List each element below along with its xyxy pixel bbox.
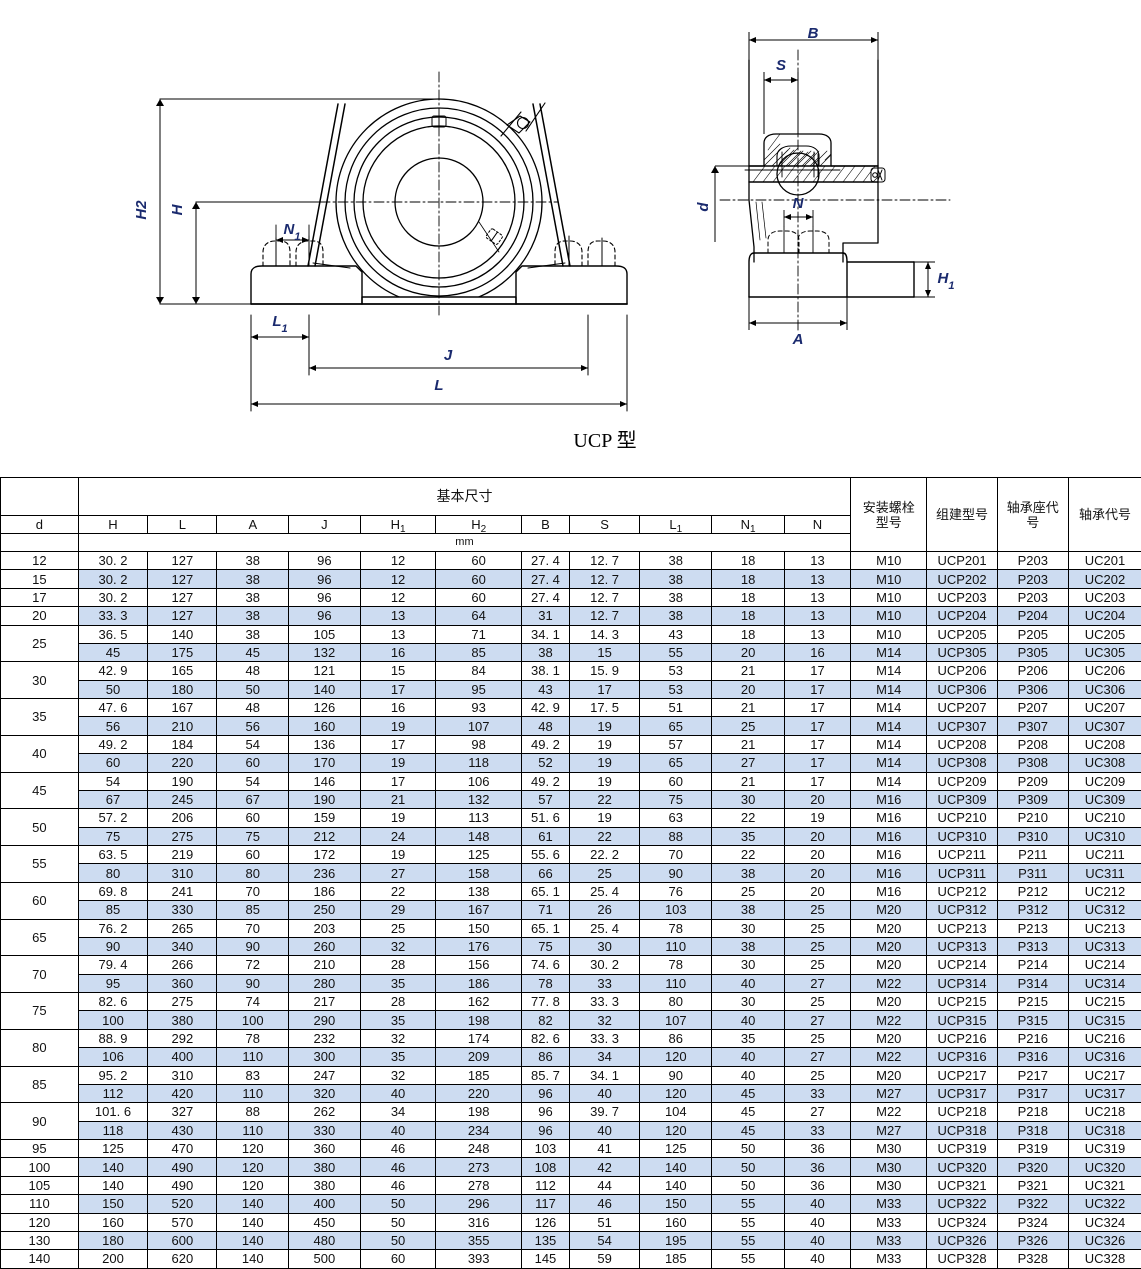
svg-text:H2: H2 xyxy=(133,200,150,220)
svg-text:H1: H1 xyxy=(938,270,955,292)
svg-text:B: B xyxy=(808,25,819,42)
svg-text:N: N xyxy=(793,195,805,212)
svg-text:A: A xyxy=(792,331,804,348)
svg-text:d: d xyxy=(695,202,712,212)
svg-text:UCP 型: UCP 型 xyxy=(573,429,636,452)
svg-text:J: J xyxy=(444,347,453,364)
svg-text:L1: L1 xyxy=(272,313,287,335)
svg-text:L: L xyxy=(434,377,443,394)
svg-text:S: S xyxy=(776,57,786,74)
svg-text:H: H xyxy=(169,203,186,215)
